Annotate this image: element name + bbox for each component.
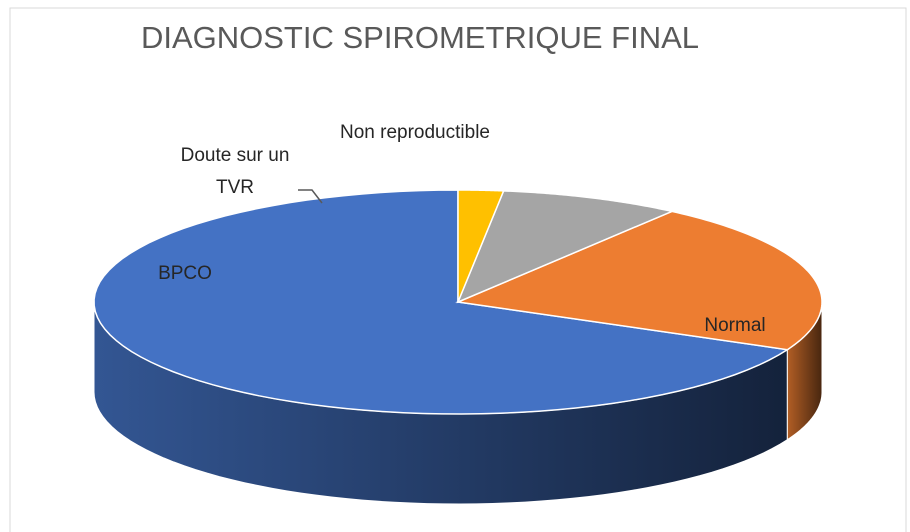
slice [457, 189, 505, 303]
slice-label: Doute sur un TVR [180, 145, 290, 198]
slice-label: Normal [704, 315, 766, 336]
slice-label: Non reproductible [340, 122, 490, 143]
leader-line [298, 189, 323, 204]
slice [93, 189, 790, 415]
chart-title: DIAGNOSTIC SPIROMETRIQUE FINAL [140, 20, 700, 55]
slice [455, 210, 823, 351]
slice [456, 190, 675, 304]
slice-label: BPCO [158, 263, 212, 284]
